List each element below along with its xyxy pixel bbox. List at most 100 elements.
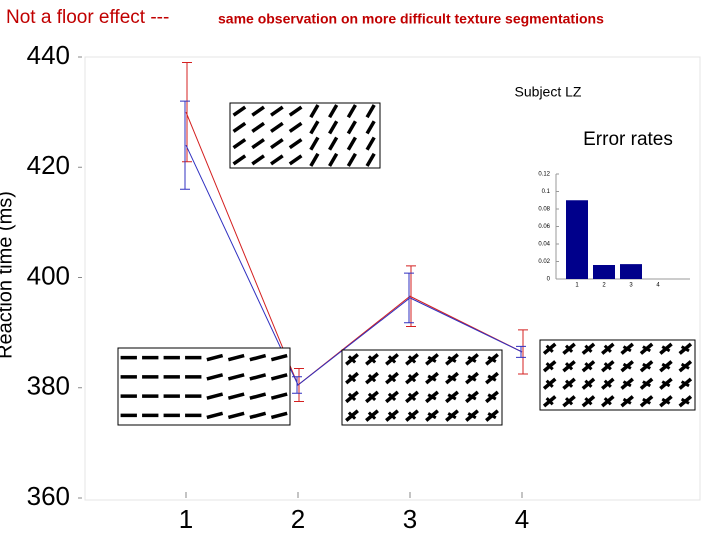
texture-element xyxy=(584,379,593,388)
texture-box xyxy=(341,349,503,426)
texture-element xyxy=(288,121,303,133)
texture-element xyxy=(661,362,671,370)
texture-element xyxy=(309,136,320,151)
texture-element xyxy=(545,397,554,406)
texture-box xyxy=(539,339,696,411)
texture-element xyxy=(346,120,357,135)
texture-element xyxy=(427,412,437,420)
texture-element xyxy=(467,412,477,420)
texture-element xyxy=(249,373,267,381)
texture-element xyxy=(642,362,652,370)
texture-element xyxy=(347,411,357,420)
texture-element xyxy=(487,393,497,401)
inset-x-tick-label: 2 xyxy=(602,283,606,289)
error-bar xyxy=(180,100,190,190)
texture-element xyxy=(661,345,671,353)
series-line xyxy=(185,144,523,386)
texture-element xyxy=(270,392,288,400)
plot-frame xyxy=(84,56,701,501)
annotation: Subject LZ xyxy=(515,84,582,100)
texture-element xyxy=(584,397,593,406)
texture-element xyxy=(251,105,265,117)
texture-element xyxy=(270,373,288,381)
y-tick-label: 380 xyxy=(27,371,70,401)
texture-element xyxy=(661,397,671,405)
texture-element xyxy=(347,373,357,383)
texture-element xyxy=(447,374,457,382)
texture-element xyxy=(467,393,477,401)
texture-element xyxy=(346,104,357,119)
error-bar xyxy=(182,62,192,163)
texture-element xyxy=(346,152,357,167)
texture-element xyxy=(427,374,437,382)
texture-element xyxy=(232,121,247,133)
texture-element xyxy=(642,380,652,388)
texture-element xyxy=(270,121,284,133)
y-tick-label: 400 xyxy=(27,260,70,290)
inset-y-tick-label: 0.06 xyxy=(538,224,550,230)
texture-element xyxy=(288,138,303,150)
texture-element xyxy=(347,392,357,402)
inset-title: Error rates xyxy=(583,129,673,150)
error-bar xyxy=(406,265,416,328)
texture-element xyxy=(328,136,339,151)
texture-element xyxy=(622,362,632,370)
texture-element xyxy=(367,355,377,364)
error-bar xyxy=(292,376,302,394)
texture-element xyxy=(642,345,652,353)
texture-element xyxy=(387,355,397,364)
texture-element xyxy=(367,411,377,420)
texture-element xyxy=(232,105,247,117)
title: Not a floor effect --- xyxy=(6,7,169,28)
texture-element xyxy=(206,411,224,420)
inset-y-tick-label: 0.08 xyxy=(538,207,550,213)
texture-element xyxy=(232,138,247,150)
y-tick-label: 420 xyxy=(27,150,70,180)
texture-element xyxy=(407,411,417,420)
error-bar xyxy=(516,345,526,358)
texture-element xyxy=(603,379,612,388)
inset-y-tick-label: 0 xyxy=(547,277,551,283)
texture-element xyxy=(680,380,690,388)
series-line xyxy=(185,111,523,386)
texture-element xyxy=(328,152,339,167)
texture-element xyxy=(367,392,377,402)
texture-box xyxy=(117,347,291,426)
texture-element xyxy=(487,374,497,382)
texture-element xyxy=(622,397,632,405)
texture-element xyxy=(642,397,652,405)
texture-element xyxy=(603,344,612,353)
texture-element xyxy=(407,392,417,402)
bar xyxy=(566,200,588,279)
texture-element xyxy=(365,120,376,135)
texture-element xyxy=(564,379,574,388)
texture-element xyxy=(680,345,690,353)
texture-element xyxy=(467,374,477,382)
texture-element xyxy=(251,138,265,150)
texture-element xyxy=(447,393,457,401)
texture-element xyxy=(564,397,574,406)
error-bar xyxy=(404,272,414,324)
texture-element xyxy=(249,392,267,400)
x-tick-label: 1 xyxy=(179,504,193,534)
texture-element xyxy=(487,412,497,420)
texture-element xyxy=(328,104,339,119)
texture-element xyxy=(603,362,612,371)
inset-y-tick-label: 0.12 xyxy=(538,172,550,178)
texture-element xyxy=(227,411,245,420)
texture-element xyxy=(447,355,457,363)
texture-element xyxy=(407,355,417,364)
bar xyxy=(620,264,642,279)
texture-element xyxy=(387,411,397,420)
texture-element xyxy=(564,344,574,353)
texture-element xyxy=(584,344,593,353)
texture-element xyxy=(447,412,457,420)
inset-y-tick-label: 0.02 xyxy=(538,259,550,265)
texture-element xyxy=(270,105,284,117)
texture-element xyxy=(346,136,357,151)
texture-element xyxy=(622,380,632,388)
texture-element xyxy=(270,411,288,420)
texture-element xyxy=(603,397,612,406)
texture-element xyxy=(680,362,690,370)
texture-element xyxy=(270,138,284,150)
